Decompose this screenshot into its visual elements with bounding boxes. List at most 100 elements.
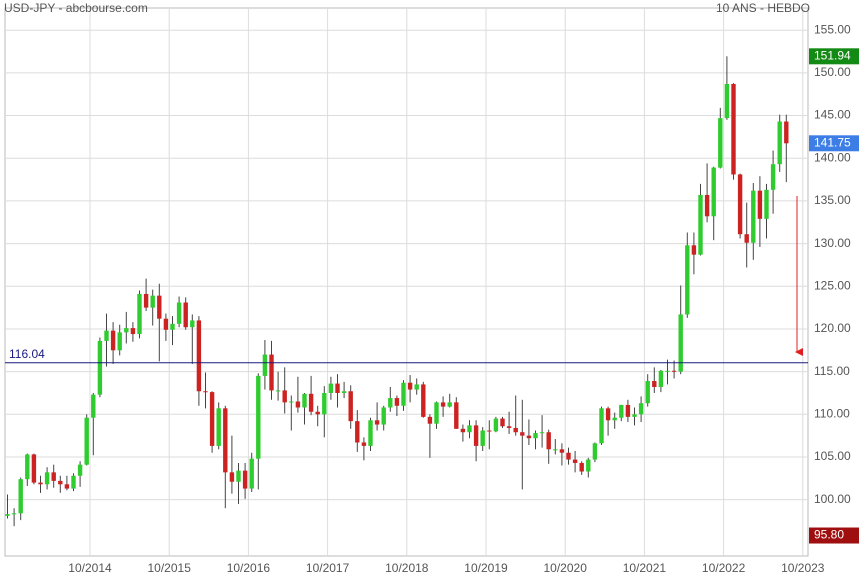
candle-body [242, 470, 248, 489]
candle-body [520, 432, 525, 436]
candle-body [104, 330, 109, 341]
candle-body [704, 194, 710, 217]
candle-body [355, 421, 360, 443]
candle-body [5, 514, 10, 516]
y-tick-label: 105.00 [814, 449, 851, 463]
candle-body [374, 420, 380, 425]
candle-body [506, 426, 512, 428]
candle-body [51, 472, 56, 481]
price-tag-label: 141.75 [814, 135, 851, 149]
candle-body [500, 418, 505, 427]
x-tick-label: 10/2014 [68, 561, 112, 575]
chart-subtitle: 10 ANS - HEBDO [716, 1, 810, 15]
y-tick-label: 145.00 [814, 108, 851, 122]
candle-body [282, 390, 287, 403]
candle-body [341, 391, 347, 393]
candle-body [737, 174, 743, 235]
x-tick-label: 10/2021 [623, 561, 667, 575]
x-tick-label: 10/2023 [781, 561, 825, 575]
candle-body [38, 482, 43, 485]
candle-body [427, 416, 433, 424]
candle-body [407, 382, 413, 390]
candle-body [84, 417, 89, 465]
candle-body [434, 402, 439, 424]
candle-body [605, 408, 611, 421]
candle-body [117, 332, 122, 351]
candle-body [731, 83, 736, 175]
candle-body [31, 454, 37, 483]
price-tag [809, 135, 859, 152]
reference-label: 116.04 [9, 347, 45, 361]
candle-body [770, 164, 776, 190]
candle-body [480, 430, 485, 446]
candle-body [473, 425, 479, 446]
candle-body [77, 464, 83, 476]
candle-body [275, 390, 281, 392]
candle-body [678, 314, 683, 372]
candle-body [447, 402, 452, 407]
candle-body [691, 245, 697, 255]
candle-body [546, 432, 551, 450]
candle-body [223, 408, 228, 473]
candle-body [203, 391, 208, 393]
candle-body [645, 381, 650, 404]
candle-body [229, 472, 235, 482]
candle-body [493, 418, 499, 432]
y-tick-label: 135.00 [814, 193, 851, 207]
price-tag-label: 151.94 [814, 48, 851, 62]
candle-body [44, 472, 50, 485]
candle-body [388, 398, 393, 408]
candle-body [579, 462, 584, 472]
candle-body [236, 470, 241, 482]
candle-body [163, 318, 169, 330]
candle-body [586, 459, 591, 472]
candle-body [302, 393, 307, 408]
candle-body [368, 420, 373, 446]
candle-body [308, 393, 314, 412]
candle-body [249, 458, 254, 489]
candle-body [176, 302, 182, 324]
candle-body [262, 354, 268, 376]
y-tick-label: 155.00 [814, 22, 851, 36]
candle-body [698, 194, 703, 255]
candle-body [414, 384, 419, 390]
candle-body [751, 190, 756, 243]
candle-body [18, 479, 23, 514]
candle-body [348, 391, 353, 422]
x-tick-label: 10/2018 [385, 561, 429, 575]
candle-body [671, 370, 677, 372]
candle-body [335, 383, 340, 393]
candle-body [592, 443, 598, 460]
candle-body [539, 432, 545, 434]
candle-body [421, 384, 426, 417]
candle-body [0, 516, 3, 518]
candle-body [322, 392, 327, 415]
candle-body [25, 454, 30, 480]
candle-body [216, 408, 221, 446]
candle-body [572, 459, 578, 463]
candle-body [784, 121, 789, 144]
candle-body [612, 417, 617, 421]
candle-body [533, 433, 538, 439]
candle-body [658, 370, 664, 387]
candle-body [599, 408, 604, 444]
candle-body [632, 414, 637, 417]
candle-body [315, 411, 320, 415]
candle-body [460, 428, 466, 433]
candle-body [513, 427, 518, 433]
y-tick-label: 140.00 [814, 150, 851, 164]
candle-body [295, 401, 301, 408]
candle-body [777, 121, 782, 165]
candle-body [559, 449, 565, 453]
candle-body [143, 293, 149, 308]
candle-body [170, 323, 175, 330]
candle-body [619, 404, 624, 418]
candle-body [665, 370, 670, 372]
y-tick-label: 130.00 [814, 236, 851, 250]
chart-title: USD-JPY - abcbourse.com [4, 1, 148, 15]
candle-body [130, 328, 136, 335]
candle-body [328, 383, 334, 393]
candle-body [454, 402, 459, 429]
candle-body [652, 381, 657, 387]
